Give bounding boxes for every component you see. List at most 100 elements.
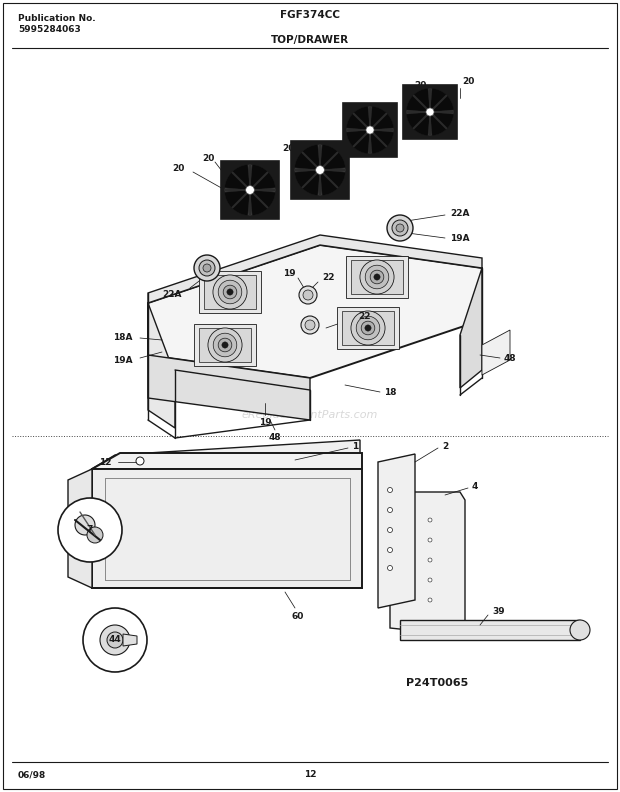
Polygon shape: [148, 303, 175, 428]
Wedge shape: [318, 144, 322, 170]
Wedge shape: [318, 170, 322, 196]
Circle shape: [136, 457, 144, 465]
Wedge shape: [294, 145, 320, 170]
Wedge shape: [224, 188, 250, 192]
Polygon shape: [68, 469, 92, 588]
Circle shape: [317, 167, 322, 173]
Circle shape: [365, 265, 389, 289]
Wedge shape: [248, 165, 252, 190]
Text: 60: 60: [292, 612, 304, 621]
Wedge shape: [406, 110, 430, 114]
Text: 22: 22: [322, 273, 335, 283]
Text: 48: 48: [268, 433, 281, 442]
Polygon shape: [194, 324, 256, 366]
Polygon shape: [342, 311, 394, 345]
Wedge shape: [294, 168, 320, 172]
Circle shape: [428, 109, 433, 115]
Wedge shape: [347, 130, 370, 154]
Polygon shape: [351, 260, 403, 294]
Wedge shape: [406, 112, 430, 135]
Circle shape: [100, 625, 130, 655]
Polygon shape: [337, 307, 399, 349]
Text: 2: 2: [442, 441, 448, 451]
Wedge shape: [430, 112, 454, 135]
Polygon shape: [291, 141, 349, 199]
Wedge shape: [294, 170, 320, 196]
Circle shape: [388, 508, 392, 512]
Circle shape: [305, 320, 315, 330]
Text: 22A: 22A: [162, 290, 182, 299]
Polygon shape: [204, 275, 256, 309]
Circle shape: [370, 270, 384, 284]
Circle shape: [368, 128, 373, 132]
Polygon shape: [92, 453, 362, 469]
Text: 22: 22: [358, 311, 371, 321]
Circle shape: [316, 166, 324, 174]
Circle shape: [107, 632, 123, 648]
Text: 19A: 19A: [113, 356, 133, 364]
Circle shape: [428, 109, 433, 115]
Polygon shape: [199, 271, 261, 313]
Text: 20: 20: [414, 81, 426, 90]
Circle shape: [203, 264, 211, 272]
Text: 48: 48: [504, 353, 516, 363]
Circle shape: [351, 311, 385, 345]
Circle shape: [58, 498, 122, 562]
Wedge shape: [346, 128, 370, 132]
Circle shape: [428, 538, 432, 542]
Circle shape: [87, 527, 103, 543]
Wedge shape: [428, 112, 432, 135]
Circle shape: [246, 185, 254, 194]
Polygon shape: [403, 85, 457, 139]
Circle shape: [428, 109, 433, 115]
Polygon shape: [221, 161, 279, 219]
Text: 12: 12: [99, 458, 112, 466]
Circle shape: [301, 316, 319, 334]
Polygon shape: [346, 256, 408, 298]
Circle shape: [227, 289, 233, 295]
Circle shape: [374, 274, 380, 280]
Circle shape: [218, 280, 242, 304]
Circle shape: [223, 285, 237, 299]
Text: 39: 39: [492, 607, 505, 616]
Wedge shape: [430, 110, 454, 114]
Polygon shape: [482, 330, 510, 375]
Wedge shape: [248, 190, 252, 215]
Wedge shape: [370, 106, 394, 130]
Text: 19: 19: [283, 268, 296, 277]
Circle shape: [392, 220, 408, 236]
Text: 7: 7: [87, 526, 93, 535]
Circle shape: [356, 316, 380, 340]
Text: 22A: 22A: [450, 208, 469, 218]
Circle shape: [317, 167, 322, 173]
Wedge shape: [347, 106, 370, 130]
Text: 44: 44: [108, 635, 122, 645]
Polygon shape: [400, 620, 580, 640]
Polygon shape: [378, 454, 415, 608]
Circle shape: [361, 322, 375, 335]
Polygon shape: [148, 235, 482, 303]
Text: FGF374CC: FGF374CC: [280, 10, 340, 20]
Text: 19A: 19A: [450, 234, 469, 242]
Circle shape: [317, 167, 322, 173]
Circle shape: [247, 188, 252, 192]
Wedge shape: [428, 88, 432, 112]
Text: 18A: 18A: [113, 333, 133, 341]
Circle shape: [428, 578, 432, 582]
Text: TOP/DRAWER: TOP/DRAWER: [271, 35, 349, 45]
Circle shape: [428, 598, 432, 602]
Wedge shape: [224, 190, 250, 215]
Circle shape: [317, 167, 322, 173]
Text: 20: 20: [172, 163, 185, 173]
Circle shape: [247, 188, 252, 192]
Wedge shape: [320, 145, 345, 170]
Circle shape: [388, 565, 392, 570]
Circle shape: [218, 338, 232, 352]
Circle shape: [199, 260, 215, 276]
Text: 5995284063: 5995284063: [18, 25, 81, 34]
Circle shape: [303, 290, 313, 300]
Circle shape: [428, 558, 432, 562]
Polygon shape: [390, 492, 465, 636]
Polygon shape: [123, 634, 137, 646]
Text: 06/98: 06/98: [18, 770, 46, 779]
